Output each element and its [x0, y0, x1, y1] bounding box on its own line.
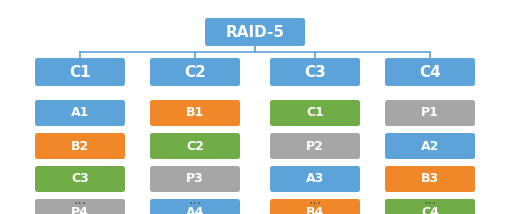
Text: C4: C4 — [420, 205, 438, 214]
Text: P4: P4 — [71, 205, 89, 214]
Text: C2: C2 — [186, 140, 204, 153]
FancyBboxPatch shape — [269, 100, 359, 126]
FancyBboxPatch shape — [150, 133, 240, 159]
Text: P2: P2 — [305, 140, 323, 153]
Text: RAID-5: RAID-5 — [225, 24, 284, 40]
FancyBboxPatch shape — [384, 166, 474, 192]
FancyBboxPatch shape — [35, 58, 125, 86]
FancyBboxPatch shape — [384, 199, 474, 214]
FancyBboxPatch shape — [269, 166, 359, 192]
FancyBboxPatch shape — [35, 100, 125, 126]
Text: B1: B1 — [185, 107, 204, 119]
Text: B2: B2 — [71, 140, 89, 153]
FancyBboxPatch shape — [35, 133, 125, 159]
Text: C3: C3 — [71, 172, 89, 186]
Text: ...: ... — [308, 193, 321, 207]
Text: P1: P1 — [420, 107, 438, 119]
FancyBboxPatch shape — [150, 58, 240, 86]
FancyBboxPatch shape — [384, 100, 474, 126]
Text: B4: B4 — [305, 205, 324, 214]
FancyBboxPatch shape — [269, 58, 359, 86]
FancyBboxPatch shape — [205, 18, 304, 46]
Text: A4: A4 — [185, 205, 204, 214]
Text: C1: C1 — [69, 64, 91, 79]
Text: ...: ... — [422, 193, 436, 207]
Text: C3: C3 — [303, 64, 325, 79]
FancyBboxPatch shape — [269, 199, 359, 214]
FancyBboxPatch shape — [150, 199, 240, 214]
FancyBboxPatch shape — [384, 133, 474, 159]
Text: A3: A3 — [305, 172, 324, 186]
FancyBboxPatch shape — [384, 58, 474, 86]
Text: C4: C4 — [418, 64, 440, 79]
Text: A1: A1 — [71, 107, 89, 119]
Text: P3: P3 — [186, 172, 204, 186]
Text: ...: ... — [188, 193, 201, 207]
Text: ...: ... — [73, 193, 87, 207]
Text: C1: C1 — [305, 107, 323, 119]
FancyBboxPatch shape — [150, 100, 240, 126]
FancyBboxPatch shape — [35, 199, 125, 214]
FancyBboxPatch shape — [269, 133, 359, 159]
Text: C2: C2 — [184, 64, 206, 79]
FancyBboxPatch shape — [35, 166, 125, 192]
FancyBboxPatch shape — [150, 166, 240, 192]
Text: A2: A2 — [420, 140, 438, 153]
Text: B3: B3 — [420, 172, 438, 186]
